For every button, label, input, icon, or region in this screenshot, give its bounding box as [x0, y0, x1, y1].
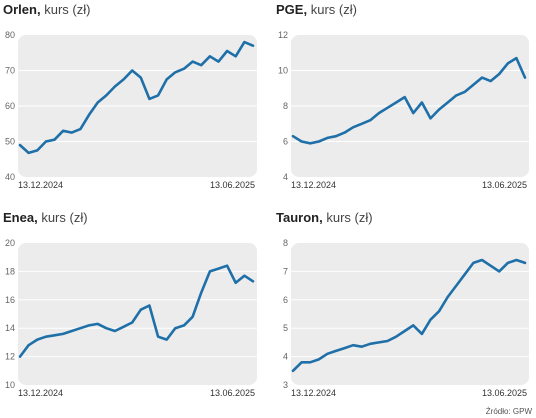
x-tick-label-enea-1: 13.06.2025 [210, 388, 255, 398]
y-tick-label-pge-4: 4 [283, 172, 288, 182]
chart-title-unit: kurs (zł) [310, 2, 357, 17]
chart-title-name: PGE [276, 2, 304, 17]
x-tick-label-orlen-1: 13.06.2025 [210, 180, 255, 190]
x-tick-label-orlen-0: 13.12.2024 [18, 180, 63, 190]
x-tick-label-enea-0: 13.12.2024 [18, 388, 63, 398]
y-tick-label-enea-20: 20 [5, 238, 15, 248]
price-line-orlen [18, 40, 255, 155]
y-tick-label-tauron-7: 7 [283, 266, 288, 276]
x-tick-label-pge-1: 13.06.2025 [482, 180, 527, 190]
y-tick-label-pge-8: 8 [283, 101, 288, 111]
chart-title-name: Tauron [276, 210, 320, 225]
y-tick-label-orlen-70: 70 [5, 66, 15, 76]
chart-title: PGE, kurs (zł) [276, 2, 357, 17]
y-tick-label-orlen-60: 60 [5, 101, 15, 111]
chart-title: Tauron, kurs (zł) [276, 210, 373, 225]
y-tick-label-tauron-6: 6 [283, 295, 288, 305]
chart-title: Enea, kurs (zł) [3, 210, 88, 225]
y-tick-label-pge-6: 6 [283, 137, 288, 147]
y-tick-label-orlen-40: 40 [5, 172, 15, 182]
source-note: Źródło: GPW [485, 407, 532, 416]
price-line-enea [18, 264, 255, 358]
y-tick-label-tauron-8: 8 [283, 238, 288, 248]
chart-title-name: Enea [3, 210, 35, 225]
chart-title-unit: kurs (zł) [44, 2, 91, 17]
y-tick-label-tauron-4: 4 [283, 352, 288, 362]
x-tick-label-tauron-1: 13.06.2025 [482, 388, 527, 398]
y-tick-label-enea-16: 16 [5, 295, 15, 305]
chart-title-unit: kurs (zł) [41, 210, 88, 225]
x-tick-label-pge-0: 13.12.2024 [291, 180, 336, 190]
y-tick-label-orlen-80: 80 [5, 30, 15, 40]
y-tick-label-orlen-50: 50 [5, 137, 15, 147]
y-tick-label-enea-14: 14 [5, 323, 15, 333]
y-tick-label-tauron-3: 3 [283, 380, 288, 390]
x-tick-label-tauron-0: 13.12.2024 [291, 388, 336, 398]
y-tick-label-enea-10: 10 [5, 380, 15, 390]
y-tick-label-tauron-5: 5 [283, 323, 288, 333]
chart-title: Orlen, kurs (zł) [3, 2, 91, 17]
price-line-tauron [291, 258, 527, 373]
y-tick-label-pge-10: 10 [278, 66, 288, 76]
chart-title-name: Orlen [3, 2, 37, 17]
plot-area-tauron [291, 243, 529, 385]
chart-title-unit: kurs (zł) [326, 210, 373, 225]
y-tick-label-pge-12: 12 [278, 30, 288, 40]
y-tick-label-enea-18: 18 [5, 266, 15, 276]
price-line-pge [291, 56, 527, 145]
y-tick-label-enea-12: 12 [5, 352, 15, 362]
